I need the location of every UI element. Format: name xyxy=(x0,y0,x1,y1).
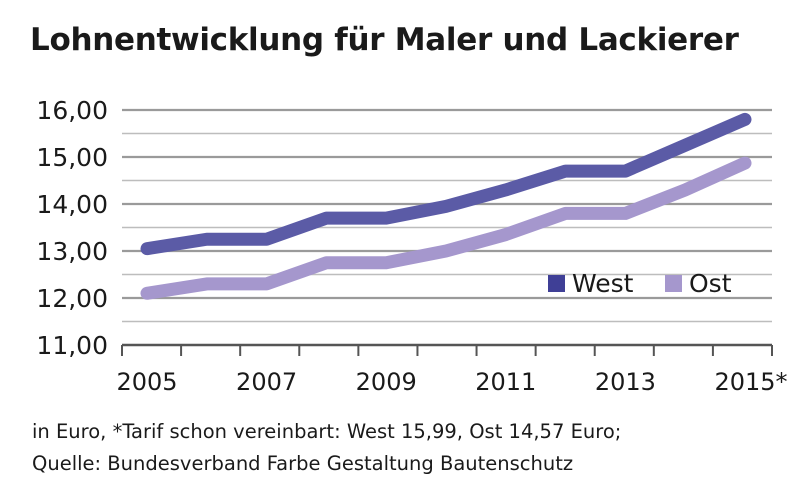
legend-label-west: West xyxy=(572,269,634,298)
y-tick-label: 11,00 xyxy=(36,331,108,360)
y-tick-label: 16,00 xyxy=(36,96,108,125)
y-tick-label: 12,00 xyxy=(36,284,108,313)
x-tick-label: 2005 xyxy=(116,368,177,396)
x-axis-tick-labels: 2005 2007 2009 2011 2013 2015* xyxy=(116,368,787,396)
x-tick-label: 2013 xyxy=(595,368,656,396)
y-tick-label: 13,00 xyxy=(36,237,108,266)
x-tick-label: 2011 xyxy=(475,368,536,396)
x-axis xyxy=(121,343,773,356)
legend-swatch-ost xyxy=(665,275,682,292)
y-tick-label: 15,00 xyxy=(36,143,108,172)
x-tick-label: 2007 xyxy=(236,368,297,396)
series-lines xyxy=(140,112,752,300)
series-line-west xyxy=(140,112,752,256)
footnote-units: in Euro, *Tarif schon vereinbart: West 1… xyxy=(32,420,622,443)
chart-title: Lohnentwicklung für Maler und Lackierer xyxy=(30,22,739,58)
y-tick-label: 14,00 xyxy=(36,190,108,219)
x-tick-label: 2015* xyxy=(714,368,787,396)
x-tick-label: 2009 xyxy=(356,368,417,396)
legend-label-ost: Ost xyxy=(689,269,732,298)
series-line-ost xyxy=(140,156,752,300)
y-axis-tick-labels: 11,00 12,00 13,00 14,00 15,00 16,00 xyxy=(36,96,108,360)
footnote-source: Quelle: Bundesverband Farbe Gestaltung B… xyxy=(32,452,574,475)
legend-swatch-west xyxy=(548,275,565,292)
legend: West Ost xyxy=(548,269,732,298)
